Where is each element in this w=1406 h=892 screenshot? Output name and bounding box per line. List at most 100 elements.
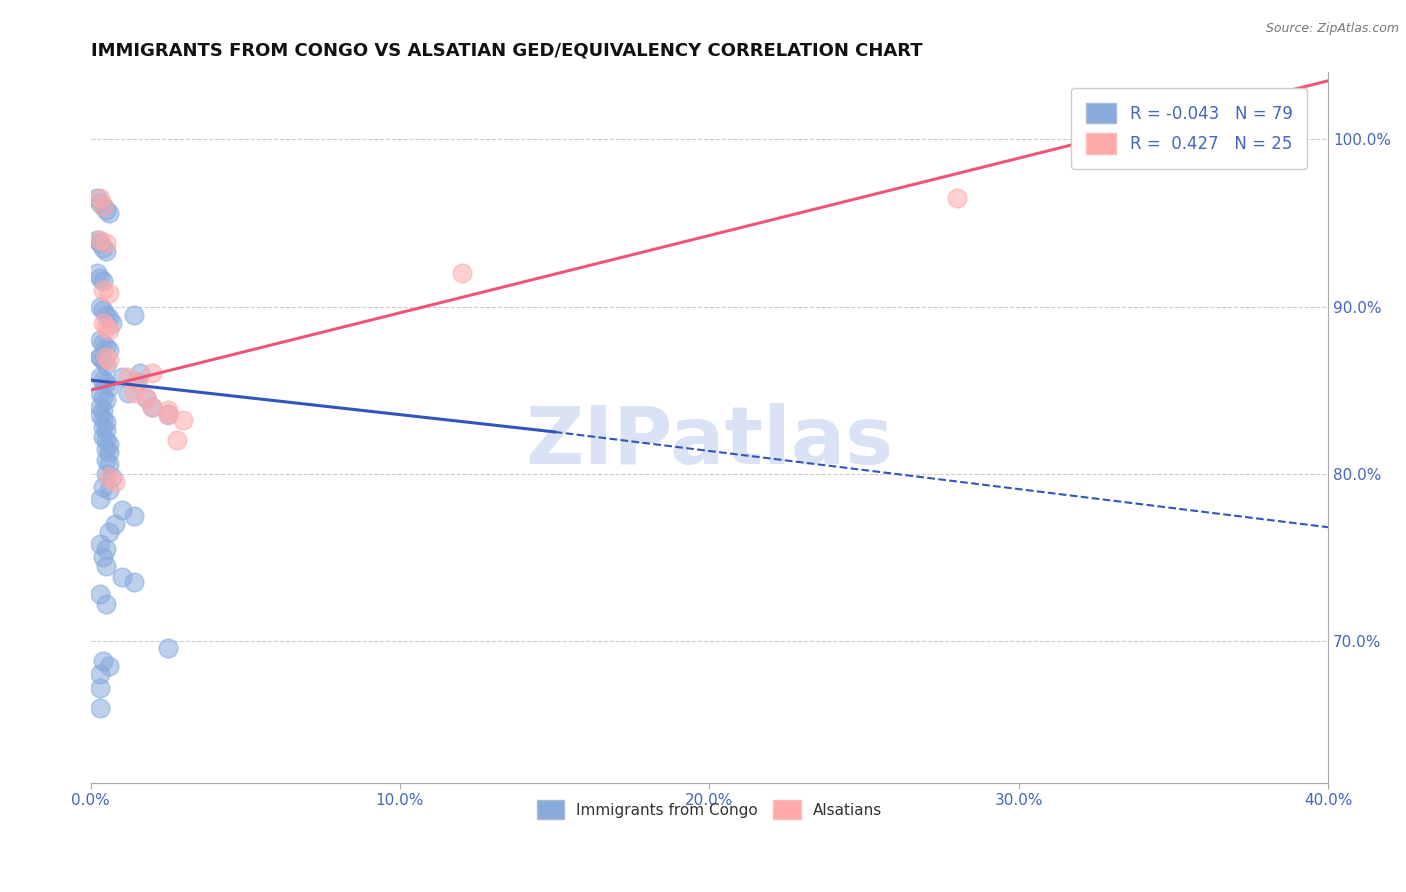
Point <box>89 369 111 384</box>
Point <box>89 386 111 401</box>
Point <box>98 343 121 357</box>
Point <box>94 350 117 364</box>
Point <box>89 235 111 250</box>
Point <box>451 266 474 280</box>
Point <box>98 470 121 484</box>
Point <box>91 480 114 494</box>
Point <box>101 316 124 330</box>
Point <box>91 199 114 213</box>
Point <box>89 350 111 364</box>
Point <box>94 423 117 437</box>
Point <box>110 570 132 584</box>
Point <box>98 353 121 368</box>
Point <box>94 442 117 456</box>
Point <box>91 390 114 404</box>
Point <box>172 413 194 427</box>
Point <box>94 376 117 391</box>
Point <box>946 191 969 205</box>
Point <box>122 508 145 523</box>
Point <box>89 667 111 681</box>
Point <box>91 275 114 289</box>
Text: IMMIGRANTS FROM CONGO VS ALSATIAN GED/EQUIVALENCY CORRELATION CHART: IMMIGRANTS FROM CONGO VS ALSATIAN GED/EQ… <box>90 42 922 60</box>
Point <box>91 283 114 297</box>
Point <box>117 369 139 384</box>
Point <box>86 191 108 205</box>
Point <box>94 319 117 334</box>
Point <box>129 367 152 381</box>
Point <box>89 333 111 347</box>
Point <box>91 420 114 434</box>
Point <box>166 434 188 448</box>
Point <box>110 369 132 384</box>
Point <box>135 392 157 406</box>
Point <box>122 575 145 590</box>
Point <box>89 233 111 247</box>
Point <box>91 550 114 565</box>
Point <box>141 367 163 381</box>
Point <box>94 467 117 481</box>
Point <box>91 430 114 444</box>
Point <box>86 233 108 247</box>
Point <box>141 400 163 414</box>
Point <box>104 475 127 489</box>
Point <box>94 308 117 322</box>
Point <box>94 202 117 217</box>
Point <box>135 392 157 406</box>
Point <box>91 654 114 668</box>
Point <box>94 244 117 259</box>
Point <box>89 681 111 695</box>
Point <box>94 597 117 611</box>
Point <box>94 434 117 448</box>
Point <box>89 587 111 601</box>
Point <box>94 453 117 467</box>
Point <box>91 316 114 330</box>
Point <box>94 393 117 408</box>
Text: Source: ZipAtlas.com: Source: ZipAtlas.com <box>1265 22 1399 36</box>
Point <box>89 700 111 714</box>
Point <box>91 353 114 368</box>
Point <box>89 195 111 210</box>
Point <box>94 358 117 372</box>
Point <box>156 408 179 422</box>
Point <box>141 400 163 414</box>
Point <box>101 470 124 484</box>
Point <box>98 445 121 459</box>
Point <box>94 558 117 573</box>
Legend: Immigrants from Congo, Alsatians: Immigrants from Congo, Alsatians <box>530 794 889 825</box>
Point <box>122 308 145 322</box>
Text: ZIPatlas: ZIPatlas <box>526 403 893 481</box>
Point <box>94 235 117 250</box>
Point <box>104 516 127 531</box>
Point <box>125 375 148 389</box>
Point <box>91 241 114 255</box>
Point <box>98 323 121 337</box>
Point <box>125 375 148 389</box>
Point <box>98 483 121 498</box>
Point <box>89 491 111 506</box>
Point <box>98 457 121 471</box>
Point <box>98 436 121 450</box>
Point <box>98 525 121 540</box>
Point <box>91 373 114 387</box>
Point <box>91 199 114 213</box>
Point <box>89 271 111 285</box>
Point <box>117 386 139 401</box>
Point <box>110 503 132 517</box>
Point <box>89 350 111 364</box>
Point <box>86 266 108 280</box>
Point <box>94 415 117 429</box>
Point <box>89 408 111 422</box>
Point <box>91 403 114 417</box>
Point <box>89 537 111 551</box>
Point <box>122 386 145 401</box>
Point <box>89 400 111 414</box>
Point <box>91 411 114 425</box>
Point <box>94 541 117 556</box>
Point <box>98 380 121 394</box>
Point <box>89 191 111 205</box>
Point <box>91 336 114 351</box>
Point <box>98 311 121 326</box>
Point <box>156 407 179 421</box>
Point <box>98 206 121 220</box>
Point <box>91 302 114 317</box>
